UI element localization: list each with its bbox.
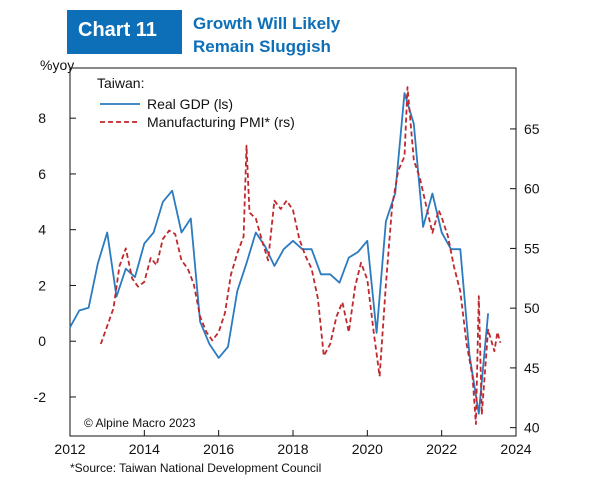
legend: Taiwan: Real GDP (ls) Manufacturing PMI*… [97,75,295,130]
chart-number-badge: Chart 11 [67,10,182,54]
right-y-tick-label: 65 [524,121,540,137]
left-y-tick-label: -2 [34,389,47,405]
chart-title-line-2: Remain Sluggish [193,37,331,56]
x-axis: 2012 2014 2016 2018 2020 2022 2024 [54,430,532,457]
left-y-tick-label: 8 [38,110,46,126]
left-axis-unit-label: %yoy [40,57,75,73]
right-y-tick-label: 55 [524,240,540,256]
legend-title: Taiwan: [97,75,144,91]
right-y-tick-label: 45 [524,360,540,376]
left-y-tick-label: 2 [38,277,46,293]
series-layer [69,86,502,426]
chart-title: Growth Will Likely Remain Sluggish [193,12,340,58]
x-tick-label: 2022 [426,441,457,457]
x-tick-label: 2024 [500,441,531,457]
x-tick-label: 2012 [54,441,85,457]
right-y-tick-label: 50 [524,300,540,316]
x-tick-label: 2020 [352,441,383,457]
chart-title-line-1: Growth Will Likely [193,14,341,33]
source-note: *Source: Taiwan National Development Cou… [70,461,322,475]
right-y-tick-label: 40 [524,420,540,436]
right-y-axis: 40 45 50 55 60 65 [510,121,540,436]
left-y-tick-label: 0 [38,333,46,349]
left-y-axis: -2 0 2 4 6 8 [34,110,76,405]
gdp-series-line [69,92,489,415]
x-tick-label: 2018 [277,441,308,457]
x-tick-label: 2016 [203,441,234,457]
left-y-tick-label: 6 [38,166,46,182]
legend-label-gdp: Real GDP (ls) [147,96,233,112]
x-tick-label: 2014 [129,441,160,457]
legend-label-pmi: Manufacturing PMI* (rs) [147,114,295,130]
copyright-note: © Alpine Macro 2023 [84,416,196,430]
left-y-tick-label: 4 [38,222,46,238]
pmi-series-line [99,86,502,426]
right-y-tick-label: 60 [524,181,540,197]
